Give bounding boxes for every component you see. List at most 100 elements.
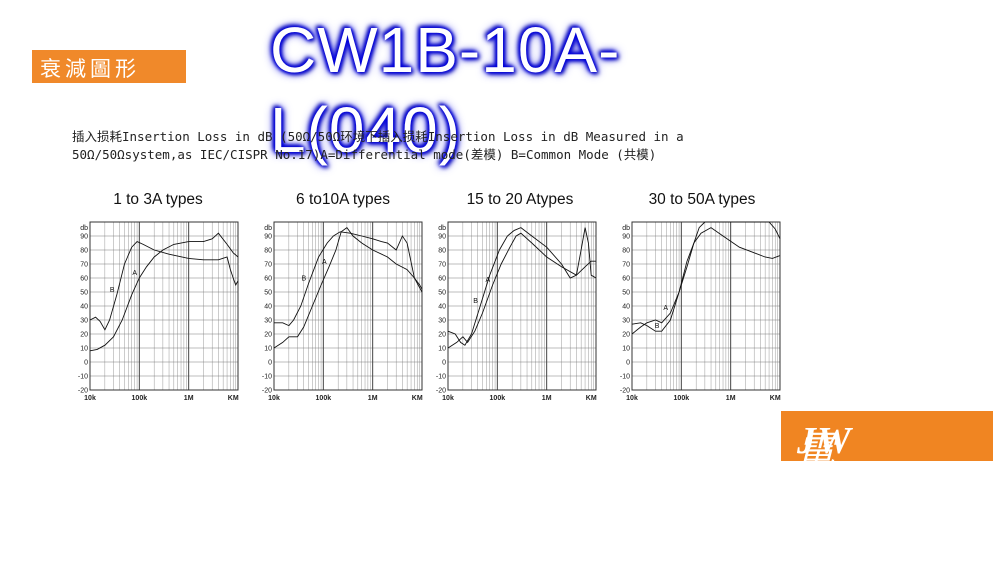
- y-tick-label: 10: [622, 346, 630, 353]
- y-tick-label: 40: [80, 304, 88, 311]
- y-tick-label: 0: [626, 360, 630, 367]
- series-label-a: A: [132, 270, 137, 277]
- y-tick-label: -20: [436, 388, 446, 395]
- x-tick-label: KM: [770, 395, 781, 402]
- y-tick-label: 10: [264, 346, 272, 353]
- y-tick-label: 10: [80, 346, 88, 353]
- y-tick-label: 50: [622, 290, 630, 297]
- y-tick-label: -10: [436, 374, 446, 381]
- y-unit-label: db: [622, 225, 630, 232]
- x-tick-label: 1M: [184, 395, 194, 402]
- page-title: CW1B-10A-L(040): [270, 14, 621, 166]
- plot-frame: [273, 221, 423, 391]
- y-tick-label: 70: [438, 262, 446, 269]
- y-tick-label: 90: [438, 234, 446, 241]
- y-tick-label: 70: [80, 262, 88, 269]
- series-line-b: [631, 227, 781, 332]
- x-tick-label: 10k: [442, 395, 454, 402]
- y-tick-label: 60: [264, 276, 272, 283]
- x-tick-label: 100k: [316, 395, 332, 402]
- x-tick-label: KM: [412, 395, 423, 402]
- y-tick-label: 40: [438, 304, 446, 311]
- y-tick-label: 90: [622, 234, 630, 241]
- y-tick-label: -20: [78, 388, 88, 395]
- chart-title-2: 6 to10A types: [296, 191, 390, 208]
- x-tick-label: 1M: [726, 395, 736, 402]
- x-tick-label: 10k: [268, 395, 280, 402]
- series-label-b: B: [473, 298, 478, 305]
- x-tick-label: 100k: [490, 395, 506, 402]
- series-label-b: B: [301, 276, 306, 283]
- chart-title-1: 1 to 3A types: [113, 191, 203, 208]
- y-tick-label: -10: [78, 374, 88, 381]
- y-tick-label: 90: [264, 234, 272, 241]
- series-line-a: [631, 221, 781, 335]
- y-tick-label: 40: [622, 304, 630, 311]
- y-unit-label: db: [438, 225, 446, 232]
- description-line-1: 插入损耗Insertion Loss in dB (50Ω/50Ω环境下插入损耗…: [72, 129, 684, 144]
- y-tick-label: 90: [80, 234, 88, 241]
- x-tick-label: KM: [586, 395, 597, 402]
- y-unit-label: db: [80, 225, 88, 232]
- y-tick-label: 30: [264, 318, 272, 325]
- y-tick-label: 80: [438, 248, 446, 255]
- y-tick-label: 20: [80, 332, 88, 339]
- y-tick-label: 60: [438, 276, 446, 283]
- y-tick-label: 0: [442, 360, 446, 367]
- y-tick-label: 50: [80, 290, 88, 297]
- chart-title-4: 30 to 50A types: [648, 191, 756, 208]
- series-line-b: [274, 231, 423, 327]
- series-line-a: [447, 232, 596, 349]
- plot-frame: [447, 221, 597, 391]
- y-tick-label: 80: [622, 248, 630, 255]
- y-tick-label: 0: [84, 360, 88, 367]
- y-tick-label: 70: [264, 262, 272, 269]
- y-tick-label: -20: [262, 388, 272, 395]
- y-unit-label: db: [264, 225, 272, 232]
- y-tick-label: -20: [620, 388, 630, 395]
- x-tick-label: 10k: [626, 395, 638, 402]
- y-tick-label: 30: [438, 318, 446, 325]
- description-line-2: 50Ω/50Ωsystem,as IEC/CISPR No.17)A=Diffe…: [72, 147, 657, 162]
- y-tick-label: 10: [438, 346, 446, 353]
- series-line-a: [89, 232, 239, 352]
- x-tick-label: 100k: [132, 395, 148, 402]
- y-tick-label: 20: [264, 332, 272, 339]
- y-tick-label: 80: [80, 248, 88, 255]
- y-tick-label: 20: [622, 332, 630, 339]
- section-badge-label: 衰減圖形: [40, 57, 140, 81]
- series-line-a: [273, 226, 423, 349]
- y-tick-label: 80: [264, 248, 272, 255]
- y-tick-label: -10: [620, 374, 630, 381]
- series-label-b: B: [655, 323, 660, 330]
- x-tick-label: 100k: [674, 395, 690, 402]
- series-line-b: [447, 227, 597, 346]
- series-line-b: [89, 241, 239, 331]
- x-tick-label: 1M: [542, 395, 552, 402]
- plot-frame: [89, 221, 239, 391]
- y-tick-label: 20: [438, 332, 446, 339]
- y-tick-label: -10: [262, 374, 272, 381]
- y-tick-label: 70: [622, 262, 630, 269]
- x-tick-label: 10k: [84, 395, 96, 402]
- series-label-a: A: [663, 305, 668, 312]
- x-tick-label: 1M: [368, 395, 378, 402]
- y-tick-label: 40: [264, 304, 272, 311]
- y-tick-label: 0: [268, 360, 272, 367]
- brand-logo: JW 電世界: [778, 408, 996, 582]
- y-tick-label: 60: [80, 276, 88, 283]
- y-tick-label: 50: [264, 290, 272, 297]
- series-label-b: B: [110, 287, 115, 294]
- chart-description: 插入损耗Insertion Loss in dB (50Ω/50Ω环境下插入损耗…: [72, 128, 792, 164]
- chart-title-3: 15 to 20 Atypes: [466, 191, 574, 208]
- y-tick-label: 60: [622, 276, 630, 283]
- x-tick-label: KM: [228, 395, 239, 402]
- y-tick-label: 30: [80, 318, 88, 325]
- y-tick-label: 50: [438, 290, 446, 297]
- y-tick-label: 30: [622, 318, 630, 325]
- series-label-a: A: [322, 259, 327, 266]
